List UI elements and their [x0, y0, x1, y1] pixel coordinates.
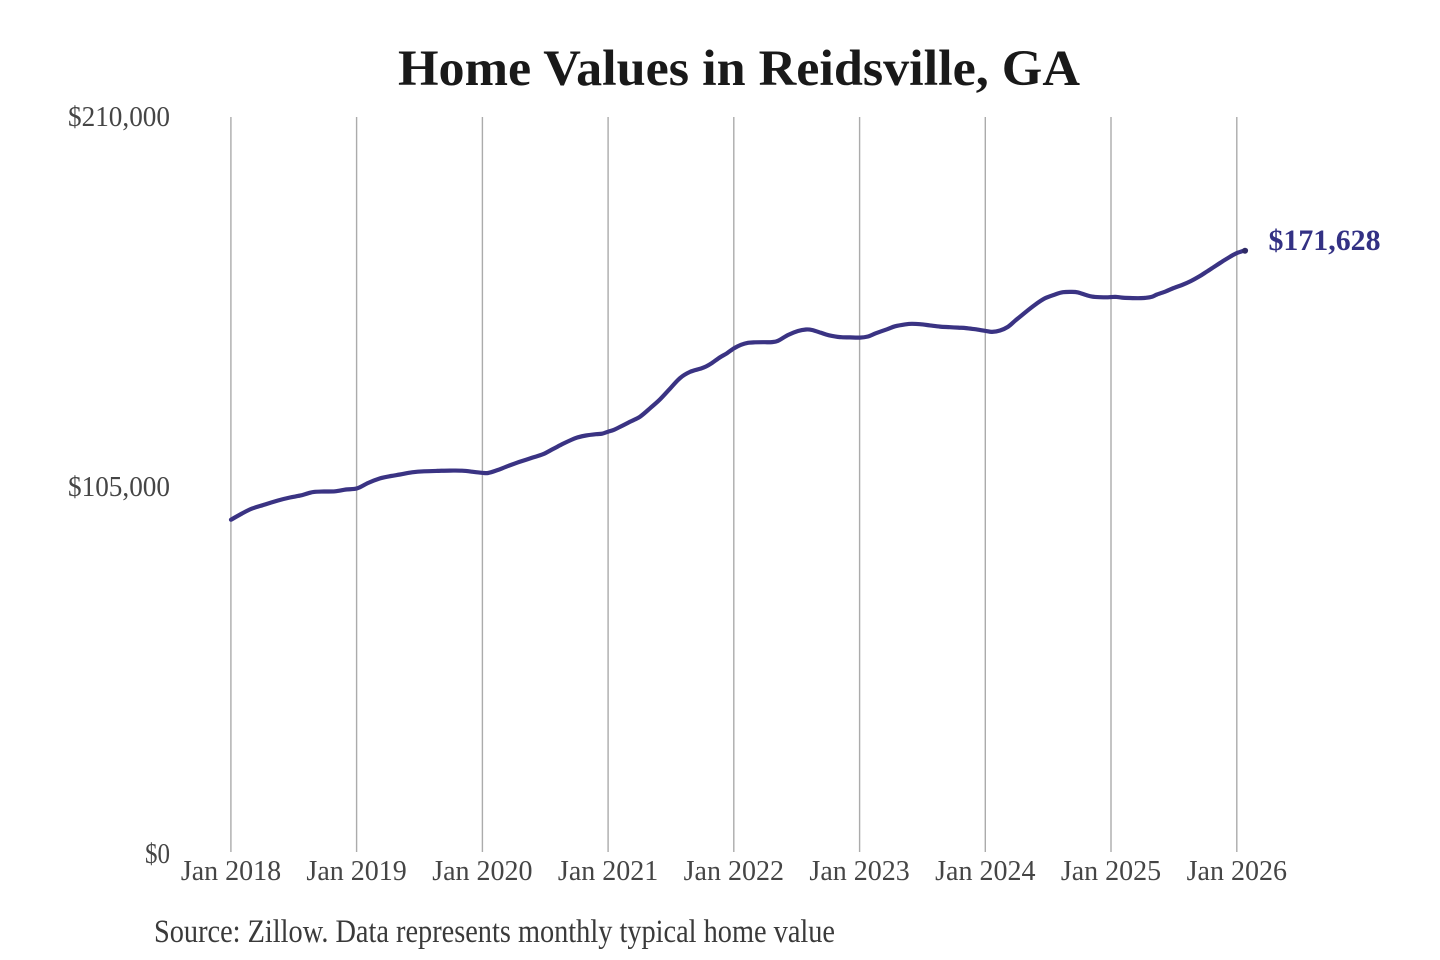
svg-text:Jan 2023: Jan 2023 — [809, 856, 909, 887]
svg-text:Jan 2018: Jan 2018 — [181, 856, 281, 887]
svg-text:Jan 2019: Jan 2019 — [306, 856, 406, 887]
svg-text:Home Values in Reidsville, GA: Home Values in Reidsville, GA — [398, 41, 1080, 97]
svg-text:$0: $0 — [145, 839, 170, 870]
svg-text:$171,628: $171,628 — [1269, 225, 1381, 257]
svg-text:Jan 2021: Jan 2021 — [558, 856, 658, 887]
svg-text:Source: Zillow. Data represent: Source: Zillow. Data represents monthly … — [154, 914, 835, 950]
svg-text:Jan 2024: Jan 2024 — [935, 856, 1035, 887]
svg-text:Jan 2026: Jan 2026 — [1187, 856, 1287, 887]
svg-text:$210,000: $210,000 — [68, 102, 170, 133]
svg-text:Jan 2022: Jan 2022 — [684, 856, 784, 887]
svg-text:Jan 2025: Jan 2025 — [1061, 856, 1161, 887]
svg-text:Jan 2020: Jan 2020 — [432, 856, 532, 887]
svg-text:$105,000: $105,000 — [68, 472, 170, 503]
